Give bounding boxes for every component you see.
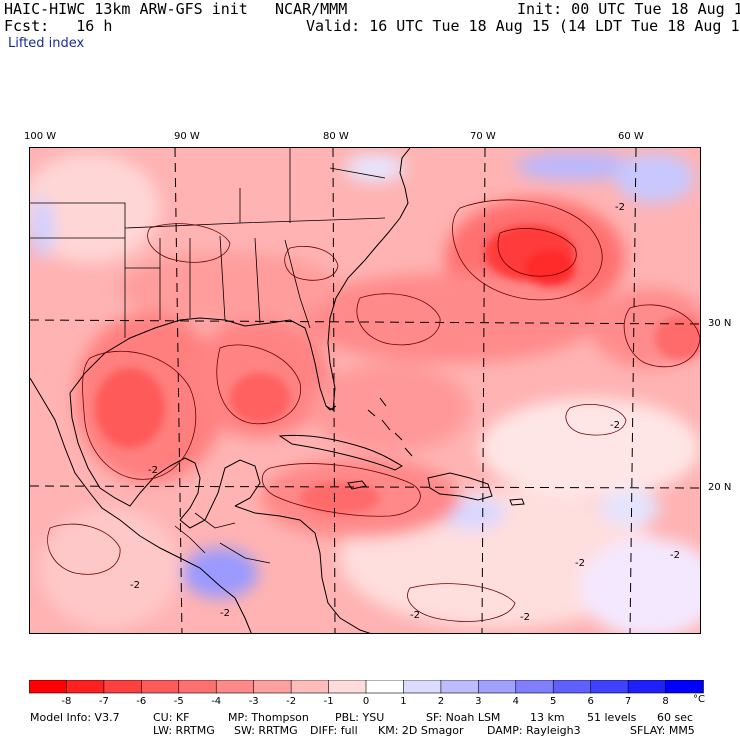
colorbar-tick-label: 4	[512, 696, 519, 707]
colorbar-tick-label: 8	[662, 696, 669, 707]
footer-sw: SW: RRTMG	[234, 724, 298, 737]
footer-km: KM: 2D Smagor	[378, 724, 464, 737]
footer-lw: LW: RRTMG	[153, 724, 215, 737]
colorbar-swatch	[552, 680, 592, 694]
colorbar-swatch	[440, 680, 480, 694]
colorbar-swatch	[627, 680, 667, 694]
colorbar-swatch	[66, 680, 105, 694]
colorbar-swatch	[403, 680, 442, 694]
colorbar-swatch	[253, 680, 292, 694]
colorbar-tick-label: -8	[61, 696, 72, 707]
footer-mp: MP: Thompson	[228, 711, 309, 724]
li-contours	[47, 199, 700, 622]
colorbar-tick-label: 3	[475, 696, 482, 707]
colorbar-tick-label: -2	[286, 696, 297, 707]
colorbar-tick-label: -7	[98, 696, 109, 707]
colorbar-tick-label: -6	[136, 696, 147, 707]
map-canvas: -2 -2 -2 -2 -2 -2 -2 -2 -2	[30, 148, 700, 633]
contour-label: -2	[220, 608, 230, 619]
colorbar-tick-label: 1	[400, 696, 407, 707]
valid-time: Valid: 16 UTC Tue 18 Aug 15 (14 LDT Tue …	[306, 17, 740, 35]
colorbar-swatch	[478, 680, 517, 694]
colorbar-swatch	[103, 680, 143, 694]
lon-label-70w: 70 W	[470, 131, 496, 142]
colorbar-tick-label: 5	[550, 696, 557, 707]
footer-sf: SF: Noah LSM	[426, 711, 501, 724]
footer-resolution: 13 km	[530, 711, 565, 724]
colorbar-swatch	[215, 680, 255, 694]
contour-label: -2	[520, 612, 530, 623]
field-shading	[30, 152, 700, 633]
colorbar-swatch	[328, 680, 367, 694]
lon-label-90w: 90 W	[174, 131, 200, 142]
contour-label: -2	[148, 465, 158, 476]
contour-label: -2	[615, 202, 625, 213]
footer-pbl: PBL: YSU	[335, 711, 385, 724]
state-borders	[30, 148, 386, 564]
colorbar-swatch	[515, 680, 555, 694]
model-title: HAIC-HIWC 13km ARW-GFS init	[4, 0, 248, 18]
contour-label: -2	[575, 558, 585, 569]
contour-label: -2	[130, 580, 140, 591]
colorbar-swatch	[141, 680, 180, 694]
lon-label-60w: 60 W	[618, 131, 644, 142]
init-time: Init: 00 UTC Tue 18 Aug 15	[517, 0, 740, 18]
field-cores	[95, 225, 700, 514]
colorbar-tick-label: 7	[624, 696, 632, 707]
footer-model-info: Model Info: V3.7	[30, 711, 120, 724]
lon-label-100w: 100 W	[24, 131, 57, 142]
colorbar-swatch	[590, 680, 629, 694]
footer-diff: DIFF: full	[310, 724, 358, 737]
lat-label-30n: 30 N	[708, 318, 732, 329]
colorbar-tick-label: -4	[211, 696, 222, 707]
footer-levels: 51 levels	[587, 711, 637, 724]
colorbar-tick-label: 6	[587, 696, 594, 707]
lon-label-80w: 80 W	[323, 131, 349, 142]
lat-lon-grid	[30, 148, 700, 633]
lat-label-20n: 20 N	[708, 482, 732, 493]
lifted-index-map: -2 -2 -2 -2 -2 -2 -2 -2 -2	[29, 147, 701, 634]
colorbar-tick-label: 0	[362, 696, 370, 707]
colorbar-swatch	[365, 680, 405, 694]
colorbar-unit: °C	[693, 694, 705, 705]
footer-sflay: SFLAY: MM5	[630, 724, 695, 737]
contour-labels: -2 -2 -2 -2 -2 -2 -2 -2 -2	[130, 202, 680, 623]
colorbar-swatch	[665, 680, 704, 694]
forecast-hour: Fcst: 16 h	[4, 17, 113, 35]
contour-label: -2	[610, 420, 620, 431]
colorbar-swatch	[178, 680, 218, 694]
colorbar-tick-label: 2	[437, 696, 445, 707]
contour-label: -2	[670, 550, 680, 561]
footer-cu: CU: KF	[153, 711, 190, 724]
colorbar	[29, 680, 704, 694]
colorbar-swatch	[290, 680, 330, 694]
footer-timestep: 60 sec	[657, 711, 694, 724]
contour-label: -2	[410, 610, 420, 621]
center-label: NCAR/MMM	[275, 0, 348, 18]
footer-damp: DAMP: Rayleigh3	[487, 724, 581, 737]
field-name: Lifted index	[8, 36, 85, 51]
colorbar-tick-label: -5	[173, 696, 184, 707]
colorbar-tick-label: -1	[323, 696, 334, 707]
colorbar-swatch	[29, 680, 68, 694]
colorbar-tick-label: -3	[248, 696, 259, 707]
coastlines	[30, 148, 525, 633]
